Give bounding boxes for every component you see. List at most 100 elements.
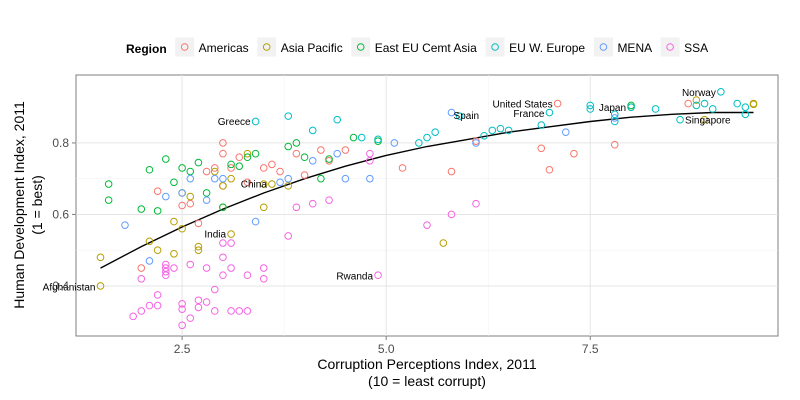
data-point — [276, 178, 284, 187]
data-point — [341, 174, 350, 183]
point-annotation: India — [204, 229, 226, 240]
data-point — [537, 144, 546, 153]
data-point — [145, 301, 154, 310]
point-annotation: Singapore — [685, 115, 731, 126]
data-point — [545, 108, 554, 117]
data-point — [692, 96, 701, 104]
data-point — [610, 114, 619, 122]
data-point — [161, 264, 170, 272]
data-point — [586, 101, 595, 110]
data-point — [161, 271, 170, 280]
data-point — [178, 201, 186, 210]
data-point — [96, 253, 105, 262]
data-point — [333, 149, 342, 158]
data-point — [317, 174, 325, 183]
data-point — [243, 178, 252, 187]
data-point — [268, 160, 276, 169]
data-point — [537, 121, 546, 129]
data-point — [366, 174, 374, 183]
data-point — [170, 249, 178, 258]
data-point — [186, 199, 195, 208]
data-point — [292, 203, 301, 212]
data-point — [219, 253, 227, 262]
legend-key-marker — [180, 43, 189, 51]
data-point — [137, 205, 146, 213]
legend-item-label: Americas — [199, 41, 249, 55]
data-point — [243, 149, 252, 158]
data-point — [170, 217, 178, 226]
data-point — [333, 115, 342, 124]
data-point — [219, 271, 227, 280]
data-point — [194, 219, 203, 228]
data-point — [651, 105, 660, 113]
data-point — [186, 260, 195, 269]
data-point — [137, 274, 146, 283]
data-point — [374, 135, 382, 144]
legend-key-marker — [356, 43, 365, 51]
gridlines — [76, 75, 778, 336]
data-point — [308, 199, 317, 208]
data-point — [284, 182, 293, 190]
point-annotation: Japan — [599, 103, 626, 114]
data-point — [145, 257, 154, 265]
legend-key-marker — [262, 43, 271, 51]
data-point — [325, 196, 333, 204]
data-point — [480, 131, 488, 140]
data-point — [104, 196, 113, 204]
data-point — [235, 153, 244, 162]
data-point — [308, 126, 317, 135]
data-point — [145, 237, 154, 246]
data-point — [227, 307, 235, 315]
data-point — [243, 153, 252, 162]
data-point — [219, 203, 227, 212]
data-point — [161, 155, 170, 163]
data-point — [202, 167, 211, 176]
data-point — [700, 115, 709, 124]
data-point — [717, 88, 725, 96]
data-point — [349, 133, 358, 142]
point-annotation: Rwanda — [336, 272, 373, 283]
data-point — [284, 142, 293, 151]
legend-item-label: MENA — [617, 41, 652, 55]
data-point — [447, 167, 456, 176]
data-point — [153, 187, 162, 195]
trend-line — [100, 111, 754, 269]
data-point — [259, 274, 268, 283]
legend-title: Region — [126, 42, 167, 56]
data-point — [317, 146, 325, 154]
data-point — [219, 139, 227, 147]
data-point — [170, 178, 178, 187]
data-point — [439, 239, 448, 247]
legend-key — [592, 36, 614, 58]
legend-key — [256, 36, 278, 58]
data-point — [243, 307, 252, 315]
annotations-layer: Norway United States Japan Spain France Singa… — [43, 88, 731, 294]
data-point — [178, 189, 186, 197]
data-point — [186, 192, 195, 201]
data-point — [227, 164, 235, 172]
data-point — [741, 103, 750, 111]
point-annotation: France — [513, 109, 545, 120]
data-point — [251, 217, 260, 226]
data-point — [161, 260, 170, 269]
x-axis-title-line2: (10 = least corrupt) — [368, 373, 486, 389]
data-point — [186, 174, 195, 183]
data-point — [202, 196, 211, 204]
data-point — [137, 264, 146, 272]
data-point — [472, 139, 480, 147]
data-point — [210, 285, 219, 294]
data-point — [366, 149, 374, 158]
data-point — [227, 160, 235, 169]
data-point — [227, 230, 235, 238]
legend-item-label: Asia Pacific — [281, 41, 343, 55]
data-point — [161, 267, 170, 276]
data-point — [455, 112, 464, 120]
data-point — [227, 239, 235, 247]
legend-key-marker — [599, 43, 608, 51]
legend-item-label: SSA — [684, 41, 708, 55]
data-point — [472, 199, 480, 208]
point-annotation: Afghanistan — [43, 283, 96, 294]
data-point — [268, 180, 276, 188]
data-point — [227, 174, 235, 183]
data-point — [210, 164, 219, 172]
